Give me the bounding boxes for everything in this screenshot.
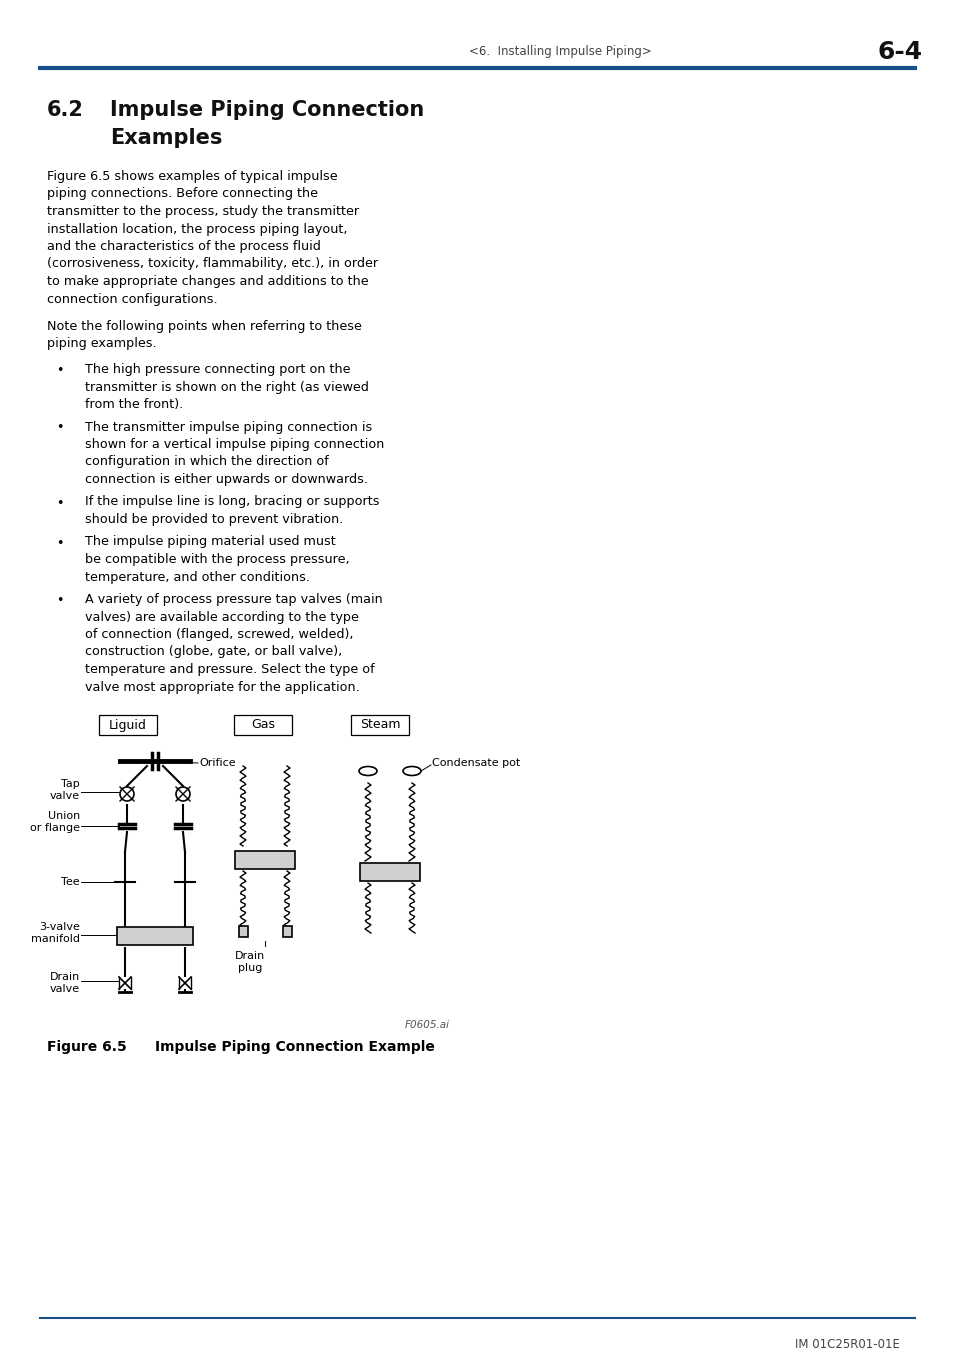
Text: The high pressure connecting port on the: The high pressure connecting port on the	[85, 363, 350, 377]
Text: A variety of process pressure tap valves (main: A variety of process pressure tap valves…	[85, 593, 382, 606]
Ellipse shape	[358, 767, 376, 775]
FancyBboxPatch shape	[351, 716, 409, 734]
Text: Orifice: Orifice	[199, 757, 235, 768]
Text: <6.  Installing Impulse Piping>: <6. Installing Impulse Piping>	[468, 46, 651, 58]
Text: temperature and pressure. Select the type of: temperature and pressure. Select the typ…	[85, 663, 375, 676]
FancyBboxPatch shape	[233, 716, 292, 734]
Text: F0605.ai: F0605.ai	[405, 1021, 450, 1030]
Text: valve most appropriate for the application.: valve most appropriate for the applicati…	[85, 680, 359, 694]
Text: IM 01C25R01-01E: IM 01C25R01-01E	[794, 1338, 899, 1350]
Text: piping examples.: piping examples.	[47, 338, 156, 351]
Text: Tee: Tee	[61, 878, 80, 887]
Text: Tap
valve: Tap valve	[50, 779, 80, 801]
Circle shape	[120, 787, 133, 801]
Bar	[239, 926, 248, 937]
Text: Figure 6.5 shows examples of typical impulse: Figure 6.5 shows examples of typical imp…	[47, 170, 337, 184]
Text: Gas: Gas	[251, 718, 274, 732]
Bar	[234, 850, 294, 869]
Text: valves) are available according to the type: valves) are available according to the t…	[85, 610, 358, 624]
Text: Steam: Steam	[359, 718, 400, 732]
Text: •: •	[56, 497, 64, 509]
Text: 6-4: 6-4	[877, 40, 922, 63]
Text: •: •	[56, 364, 64, 377]
Text: piping connections. Before connecting the: piping connections. Before connecting th…	[47, 188, 317, 201]
Bar	[359, 863, 419, 882]
Text: Drain
valve: Drain valve	[50, 972, 80, 994]
Text: construction (globe, gate, or ball valve),: construction (globe, gate, or ball valve…	[85, 645, 342, 659]
Text: The impulse piping material used must: The impulse piping material used must	[85, 536, 335, 548]
Text: Impulse Piping Connection Example: Impulse Piping Connection Example	[154, 1040, 435, 1054]
Text: temperature, and other conditions.: temperature, and other conditions.	[85, 571, 310, 583]
FancyBboxPatch shape	[99, 716, 157, 734]
Text: transmitter to the process, study the transmitter: transmitter to the process, study the tr…	[47, 205, 358, 217]
Ellipse shape	[402, 767, 420, 775]
Text: Liguid: Liguid	[109, 718, 147, 732]
Text: The transmitter impulse piping connection is: The transmitter impulse piping connectio…	[85, 420, 372, 433]
Text: to make appropriate changes and additions to the: to make appropriate changes and addition…	[47, 275, 368, 288]
Text: 6.2: 6.2	[47, 100, 84, 120]
Text: installation location, the process piping layout,: installation location, the process pipin…	[47, 223, 347, 235]
Text: should be provided to prevent vibration.: should be provided to prevent vibration.	[85, 513, 343, 526]
Text: •: •	[56, 594, 64, 608]
Text: •: •	[56, 421, 64, 435]
Text: (corrosiveness, toxicity, flammability, etc.), in order: (corrosiveness, toxicity, flammability, …	[47, 258, 377, 270]
Text: Union
or flange: Union or flange	[30, 811, 80, 833]
Text: connection is either upwards or downwards.: connection is either upwards or downward…	[85, 472, 368, 486]
Text: shown for a vertical impulse piping connection: shown for a vertical impulse piping conn…	[85, 437, 384, 451]
Text: connection configurations.: connection configurations.	[47, 293, 217, 305]
Bar	[117, 927, 193, 945]
Text: be compatible with the process pressure,: be compatible with the process pressure,	[85, 554, 349, 566]
Text: configuration in which the direction of: configuration in which the direction of	[85, 455, 329, 468]
Text: from the front).: from the front).	[85, 398, 183, 410]
Text: 3-valve
manifold: 3-valve manifold	[30, 922, 80, 944]
Text: and the characteristics of the process fluid: and the characteristics of the process f…	[47, 240, 320, 252]
Text: Drain
plug: Drain plug	[234, 950, 265, 973]
Text: Note the following points when referring to these: Note the following points when referring…	[47, 320, 361, 333]
Text: Impulse Piping Connection: Impulse Piping Connection	[110, 100, 424, 120]
Text: Condensate pot: Condensate pot	[432, 757, 519, 768]
Bar	[283, 926, 292, 937]
Circle shape	[175, 787, 190, 801]
Text: of connection (flanged, screwed, welded),: of connection (flanged, screwed, welded)…	[85, 628, 354, 641]
Text: transmitter is shown on the right (as viewed: transmitter is shown on the right (as vi…	[85, 381, 369, 393]
Text: Examples: Examples	[110, 128, 222, 148]
Text: Figure 6.5: Figure 6.5	[47, 1040, 127, 1054]
Text: •: •	[56, 536, 64, 549]
Text: If the impulse line is long, bracing or supports: If the impulse line is long, bracing or …	[85, 495, 379, 509]
